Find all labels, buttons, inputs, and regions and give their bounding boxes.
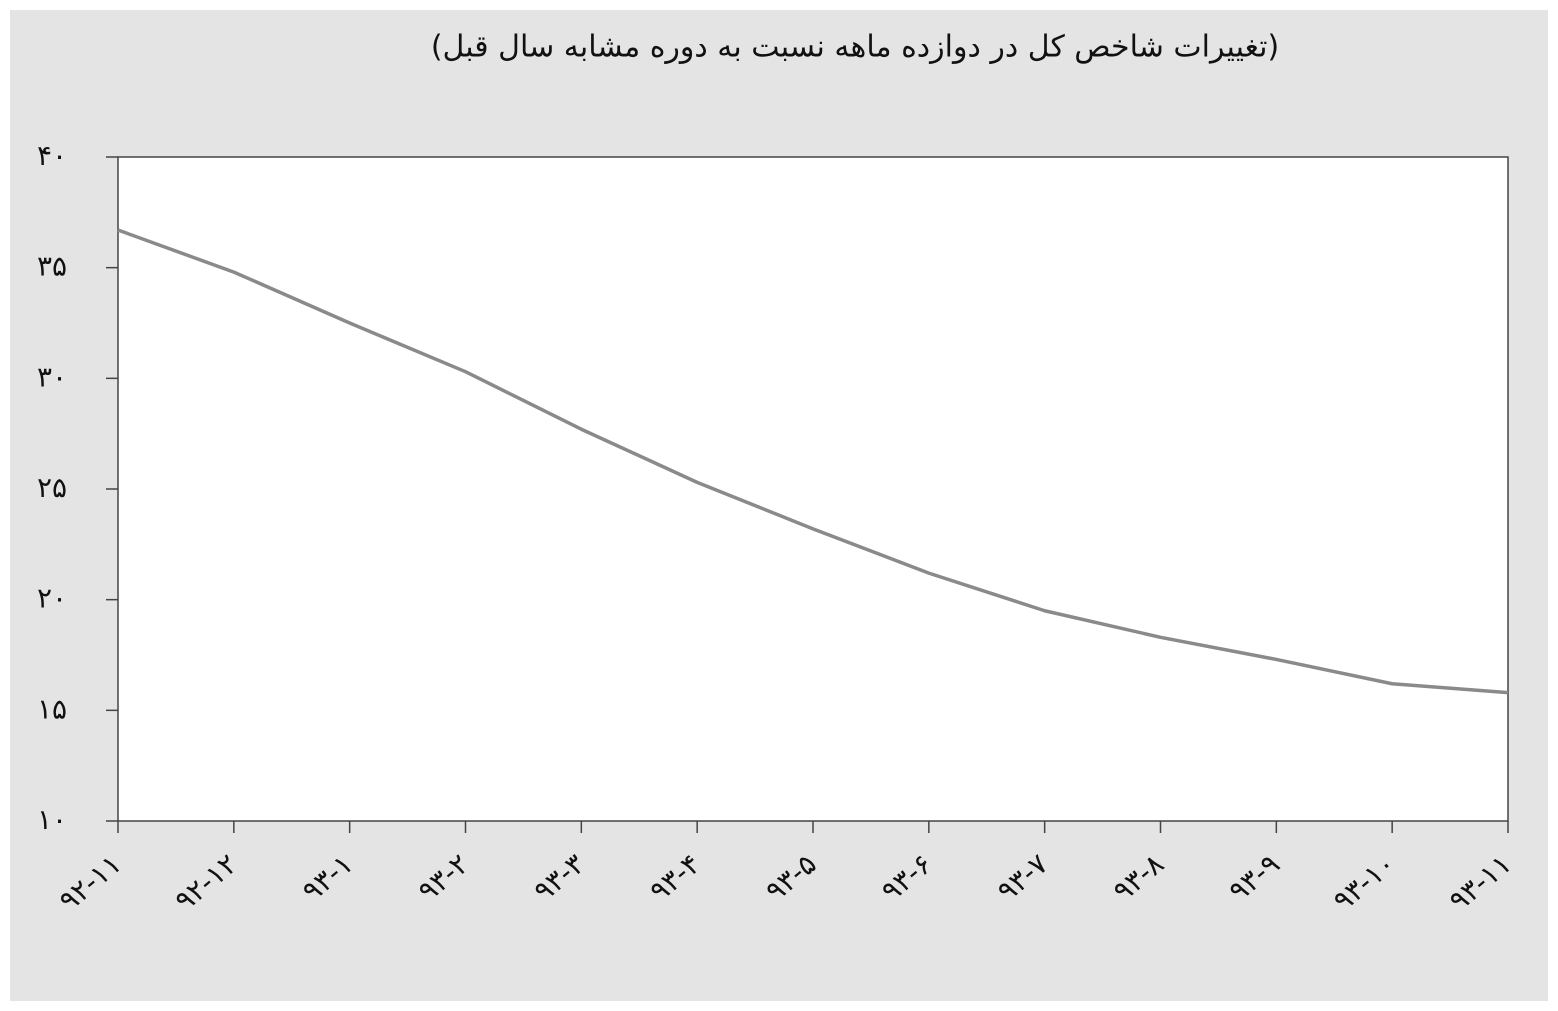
plot-area — [117, 156, 1509, 822]
y-tick-label: ۳۵ — [37, 250, 67, 283]
data-line — [117, 228, 1509, 695]
y-tick-label: ۱۵ — [37, 692, 67, 725]
y-tick-label: ۱۰ — [37, 803, 67, 836]
y-tick-label: ۳۰ — [37, 360, 67, 393]
chart-title: (تغییرات شاخص کل در دوازده ماهه نسبت به … — [431, 30, 1279, 65]
y-tick-label: ۲۰ — [37, 582, 67, 615]
y-tick-label: ۲۵ — [37, 471, 67, 504]
y-tick-label: ۴۰ — [37, 139, 67, 172]
